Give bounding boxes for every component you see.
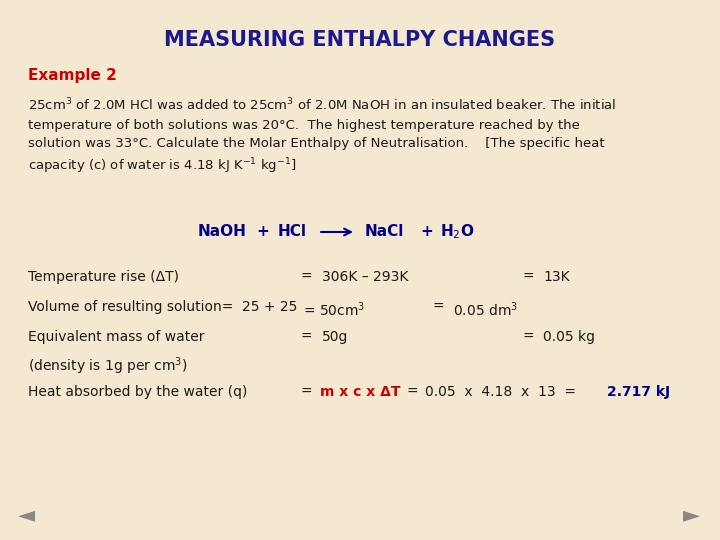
Text: Temperature rise (ΔT): Temperature rise (ΔT) <box>28 270 179 284</box>
Text: 25cm$^3$ of 2.0M HCl was added to 25cm$^3$ of 2.0M NaOH in an insulated beaker. : 25cm$^3$ of 2.0M HCl was added to 25cm$^… <box>28 97 616 176</box>
Text: +: + <box>256 225 269 240</box>
Text: 0.05  x  4.18  x  13  =: 0.05 x 4.18 x 13 = <box>425 385 576 399</box>
Text: 0.05 kg: 0.05 kg <box>543 330 595 344</box>
Text: =: = <box>432 300 444 314</box>
Text: ►: ► <box>683 505 700 525</box>
Text: 2.717 kJ: 2.717 kJ <box>607 385 670 399</box>
Text: 25 + 25: 25 + 25 <box>242 300 297 314</box>
Text: 306K – 293K: 306K – 293K <box>322 270 408 284</box>
Text: +: + <box>420 225 433 240</box>
Text: MEASURING ENTHALPY CHANGES: MEASURING ENTHALPY CHANGES <box>164 30 556 50</box>
Text: =: = <box>300 330 312 344</box>
Text: HCl: HCl <box>278 225 307 240</box>
Text: Example 2: Example 2 <box>28 68 117 83</box>
Text: =: = <box>300 385 312 399</box>
Text: NaOH: NaOH <box>198 225 247 240</box>
Text: =: = <box>407 385 418 399</box>
Text: =: = <box>522 270 534 284</box>
Text: ◄: ◄ <box>18 505 35 525</box>
Text: 50g: 50g <box>322 330 348 344</box>
Text: Heat absorbed by the water (q): Heat absorbed by the water (q) <box>28 385 248 399</box>
Text: (density is 1g per cm$^3$): (density is 1g per cm$^3$) <box>28 355 188 376</box>
Text: Equivalent mass of water: Equivalent mass of water <box>28 330 204 344</box>
Text: Volume of resulting solution=: Volume of resulting solution= <box>28 300 233 314</box>
Text: = 50cm$^3$: = 50cm$^3$ <box>303 300 365 319</box>
Text: m x c x ΔT: m x c x ΔT <box>320 385 400 399</box>
Text: 0.05 dm$^3$: 0.05 dm$^3$ <box>453 300 518 319</box>
Text: =: = <box>522 330 534 344</box>
Text: =: = <box>300 270 312 284</box>
Text: 13K: 13K <box>543 270 570 284</box>
Text: H$_2$O: H$_2$O <box>440 222 474 241</box>
Text: NaCl: NaCl <box>365 225 405 240</box>
